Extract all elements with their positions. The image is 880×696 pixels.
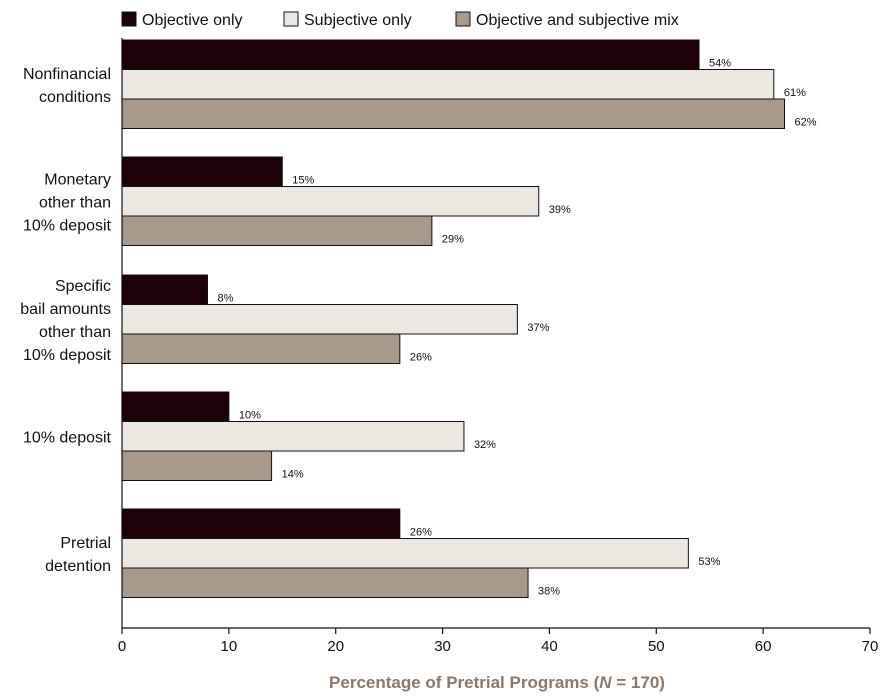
category-label-1: Monetary other than 10% deposit [23, 171, 112, 234]
bar-4-0 [121, 508, 401, 539]
legend-label-objective-only: Objective only [142, 12, 243, 29]
data-label-4-1: 53% [698, 556, 720, 568]
bar-2-2 [121, 333, 401, 364]
bar-3-1 [121, 421, 465, 452]
data-label-4-0: 26% [410, 527, 432, 539]
x-tick-label-20: 20 [327, 638, 344, 655]
category-label-2: Specific bail amounts other than 10% deposi… [20, 278, 111, 364]
data-label-0-1: 61% [784, 87, 806, 99]
category-labels: Nonfinancial conditions Monetary other than… [20, 66, 111, 575]
bars: 54% 61% 62% 15% 39% 29% 8% 37% 26% 10% 32% 14% 26% 53… [121, 39, 817, 598]
bar-0-0 [121, 39, 700, 70]
bar-2-1 [121, 304, 518, 335]
x-tick-label-70: 70 [862, 638, 879, 655]
data-label-3-2: 14% [282, 469, 304, 481]
x-tick-label-0: 0 [118, 638, 126, 655]
legend-swatch-subjective-only [283, 11, 299, 27]
legend-label-subjective-only: Subjective only [304, 12, 412, 29]
bar-3-2 [121, 450, 273, 481]
data-label-3-1: 32% [474, 439, 496, 451]
data-label-3-0: 10% [239, 410, 261, 422]
data-label-1-2: 29% [442, 234, 464, 246]
data-label-1-0: 15% [292, 175, 314, 187]
bar-0-2 [121, 98, 786, 129]
x-tick-label-50: 50 [648, 638, 665, 655]
data-label-1-1: 39% [549, 204, 571, 216]
category-label-0: Nonfinancial conditions [23, 66, 111, 106]
axes: 0 10 20 30 40 50 60 70 [118, 38, 879, 655]
data-label-0-0: 54% [709, 58, 731, 70]
category-label-4: Pretrial detention [45, 535, 111, 575]
legend-swatch-objective-and-subjective-mix [455, 11, 471, 27]
bar-1-0 [121, 156, 283, 187]
category-label-3: 10% deposit [23, 429, 112, 446]
bar-2-0 [121, 274, 208, 305]
legend-label-objective-and-subjective-mix: Objective and subjective mix [476, 12, 679, 29]
data-label-2-2: 26% [410, 352, 432, 364]
bar-4-2 [121, 567, 529, 598]
bar-1-2 [121, 215, 433, 246]
data-label-2-0: 8% [217, 293, 233, 305]
x-tick-label-40: 40 [541, 638, 558, 655]
data-label-4-2: 38% [538, 586, 560, 598]
data-label-2-1: 37% [527, 322, 549, 334]
bar-3-0 [121, 391, 230, 422]
bar-0-1 [121, 69, 775, 100]
bar-1-1 [121, 186, 540, 217]
legend-swatch-objective-only [121, 11, 137, 27]
data-label-0-2: 62% [795, 117, 817, 129]
legend: Objective only Subjective only Objective a… [121, 11, 679, 29]
x-axis-title: Percentage of Pretrial Programs (N = 170… [329, 673, 665, 692]
x-tick-label-10: 10 [221, 638, 238, 655]
x-tick-label-30: 30 [434, 638, 451, 655]
x-tick-label-60: 60 [755, 638, 772, 655]
bar-4-1 [121, 538, 689, 569]
